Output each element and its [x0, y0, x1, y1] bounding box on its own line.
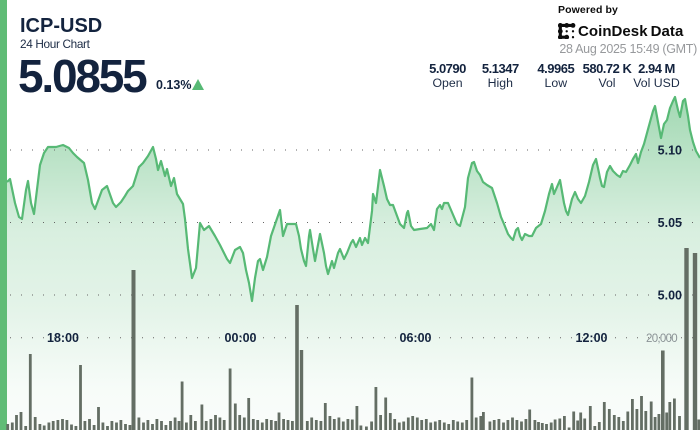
svg-text:18:00: 18:00: [47, 331, 79, 345]
svg-text:00:00: 00:00: [225, 331, 257, 345]
svg-text:5.05: 5.05: [658, 216, 682, 230]
svg-text:5.00: 5.00: [658, 289, 682, 303]
svg-text:12:00: 12:00: [576, 331, 608, 345]
svg-text:06:00: 06:00: [400, 331, 432, 345]
svg-text:20,000: 20,000: [646, 333, 677, 345]
svg-text:5.10: 5.10: [658, 144, 682, 158]
